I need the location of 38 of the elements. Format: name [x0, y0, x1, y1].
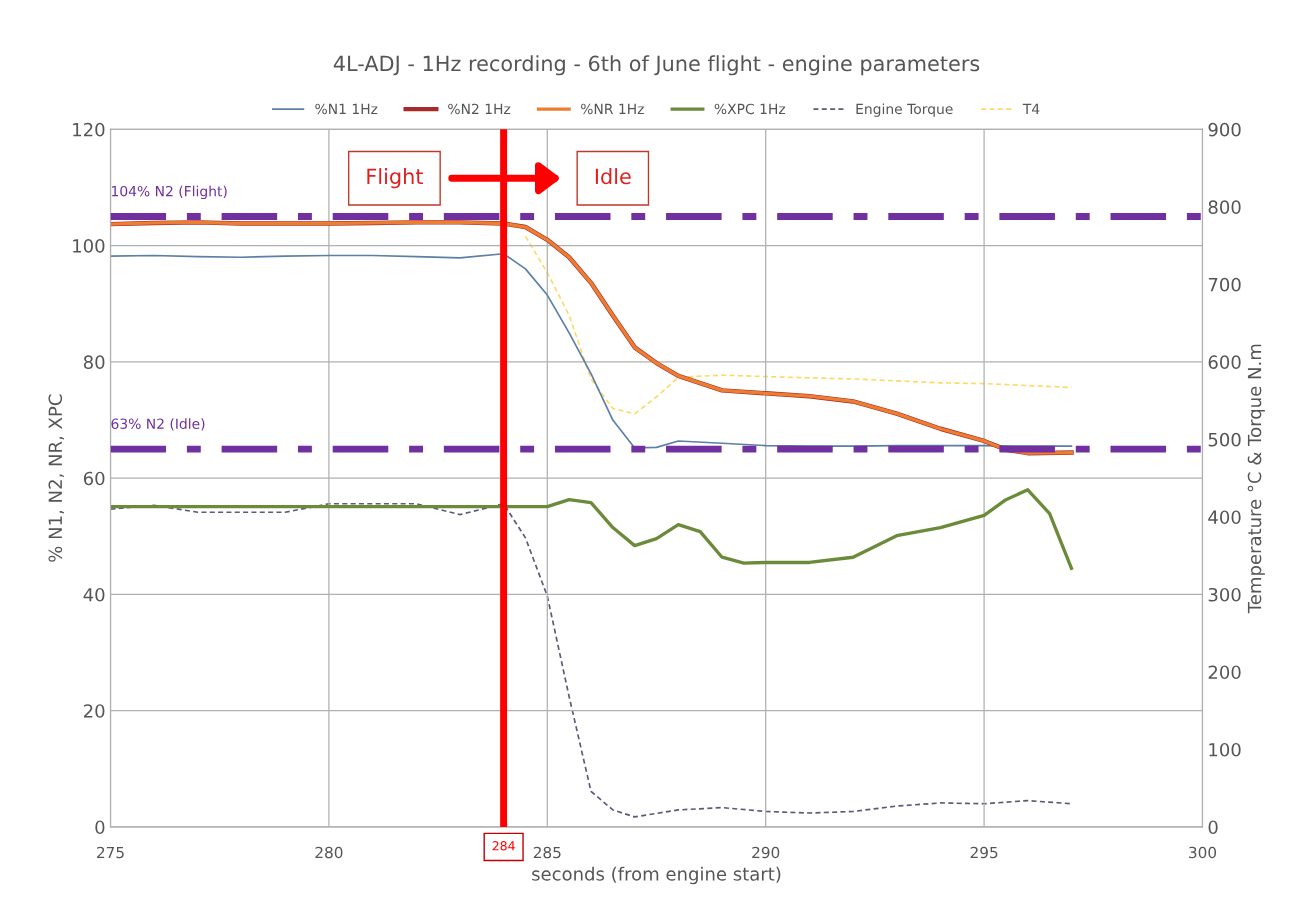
y2-tick-label: 800 [1208, 200, 1241, 214]
legend-label: %XPC 1Hz [714, 103, 786, 115]
y-tick-label: 100 [73, 239, 105, 253]
y-tick-label: 0 [95, 820, 105, 835]
y-tick-label: 80 [83, 355, 105, 370]
legend-label: %NR 1Hz [581, 103, 644, 115]
legend-label: %N1 1Hz [315, 103, 378, 115]
x-axis-title: seconds (from engine start) [532, 866, 781, 885]
y2-tick-label: 100 [1209, 742, 1241, 757]
y-tick-label: 120 [73, 122, 105, 137]
y2-tick-label: 700 [1208, 277, 1241, 292]
x-tick-label: 275 [97, 846, 124, 859]
x-tick-label: 285 [533, 846, 561, 859]
legend-label: %N2 1Hz [448, 103, 511, 115]
x-tick-label: 290 [752, 846, 780, 859]
annotation: Flight [367, 168, 423, 189]
chart-title: 4L-ADJ - 1Hz recording - 6th of June flight - engine parameters [333, 55, 980, 76]
y2-axis-title: Temperature °C & Torque N.m [1247, 344, 1265, 614]
x-tick-label: 280 [315, 846, 343, 859]
annotation: Idle [595, 168, 631, 185]
y-tick-label: 40 [83, 587, 105, 602]
y-tick-label: 60 [83, 471, 105, 486]
legend-label: T4 [1022, 103, 1040, 114]
y-axis-title: % N1, N2, NR, XPC [48, 394, 64, 562]
y2-tick-label: 600 [1208, 355, 1241, 370]
x-tick-label: 300 [1189, 846, 1217, 859]
y2-tick-label: 400 [1208, 510, 1241, 525]
ref-line-label: 63% N2 (Idle) [111, 418, 205, 431]
x-tick-label: 295 [970, 846, 998, 859]
y2-tick-label: 0 [1208, 820, 1218, 835]
y2-tick-label: 500 [1208, 432, 1241, 447]
legend-label: Engine Torque [856, 103, 953, 117]
y-tick-label: 20 [83, 704, 105, 718]
ref-line-label: 104% N2 (Flight) [112, 185, 227, 200]
y2-tick-label: 900 [1208, 122, 1241, 137]
ref-line-label: 284 [492, 841, 515, 851]
y2-tick-label: 200 [1208, 665, 1241, 680]
y2-tick-label: 300 [1208, 587, 1241, 602]
